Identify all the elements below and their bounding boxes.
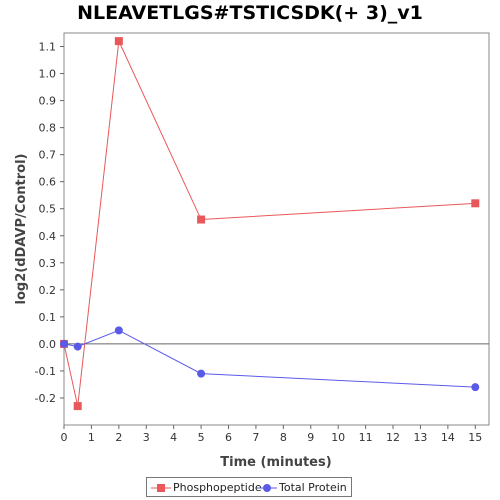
data-point-phosphopeptide: [471, 199, 480, 208]
y-tick-label: 0.4: [39, 230, 57, 243]
y-tick-label: 0.5: [39, 203, 57, 216]
y-tick-label: 0.2: [39, 284, 57, 297]
data-point-total-protein: [471, 383, 480, 392]
y-tick-label: 1.0: [39, 68, 57, 81]
x-tick-label: 3: [143, 431, 150, 444]
legend-swatch-phosphopeptide: [151, 484, 171, 492]
x-tick-label: 7: [252, 431, 259, 444]
x-tick-label: 10: [331, 431, 345, 444]
y-axis-label: log2(dDAVP/Control): [14, 154, 29, 305]
x-tick-label: 5: [198, 431, 205, 444]
y-tick-label: -0.1: [35, 365, 56, 378]
x-tick-label: 4: [170, 431, 177, 444]
data-point-phosphopeptide: [114, 37, 123, 46]
data-point-phosphopeptide: [197, 215, 206, 224]
x-tick-label: 1: [88, 431, 95, 444]
x-tick-label: 11: [359, 431, 373, 444]
x-tick-label: 6: [225, 431, 232, 444]
y-tick-label: -0.2: [35, 392, 56, 405]
data-point-total-protein: [114, 326, 123, 335]
x-tick-label: 14: [441, 431, 455, 444]
legend-swatch-total-protein: [257, 484, 277, 492]
x-tick-label: 13: [413, 431, 427, 444]
data-point-total-protein: [197, 369, 206, 378]
y-tick-label: 0.1: [39, 311, 57, 324]
y-tick-label: 1.1: [39, 41, 57, 54]
x-tick-label: 0: [61, 431, 68, 444]
y-tick-label: 0.7: [39, 149, 57, 162]
legend: Phosphopeptide Total Protein: [146, 477, 352, 497]
y-tick-label: 0.0: [39, 338, 57, 351]
x-tick-label: 9: [307, 431, 314, 444]
x-tick-label: 12: [386, 431, 400, 444]
data-point-phosphopeptide: [73, 402, 82, 411]
x-tick-label: 8: [280, 431, 287, 444]
axes: 0 1 2 3 4 5 6 7 8 9 10 11 12 13 14 15-0.2-0.10.00.10.20…: [35, 41, 483, 444]
y-tick-label: 0.6: [39, 176, 57, 189]
x-axis-label: Time (minutes): [220, 455, 331, 470]
plot-area: [63, 32, 490, 426]
y-tick-label: 0.8: [39, 122, 57, 135]
y-tick-label: 0.9: [39, 95, 57, 108]
legend-label-phosphopeptide: Phosphopeptide: [173, 481, 262, 494]
data-point-total-protein: [73, 342, 82, 351]
series-layer: [60, 37, 480, 411]
data-point-total-protein: [60, 339, 68, 348]
chart-title: NLEAVETLGS#TSTICSDK(+ 3)_v1: [77, 2, 423, 24]
y-tick-label: 0.3: [39, 257, 57, 270]
x-tick-label: 2: [115, 431, 122, 444]
legend-label-total-protein: Total Protein: [279, 481, 347, 494]
x-tick-label: 15: [468, 431, 482, 444]
